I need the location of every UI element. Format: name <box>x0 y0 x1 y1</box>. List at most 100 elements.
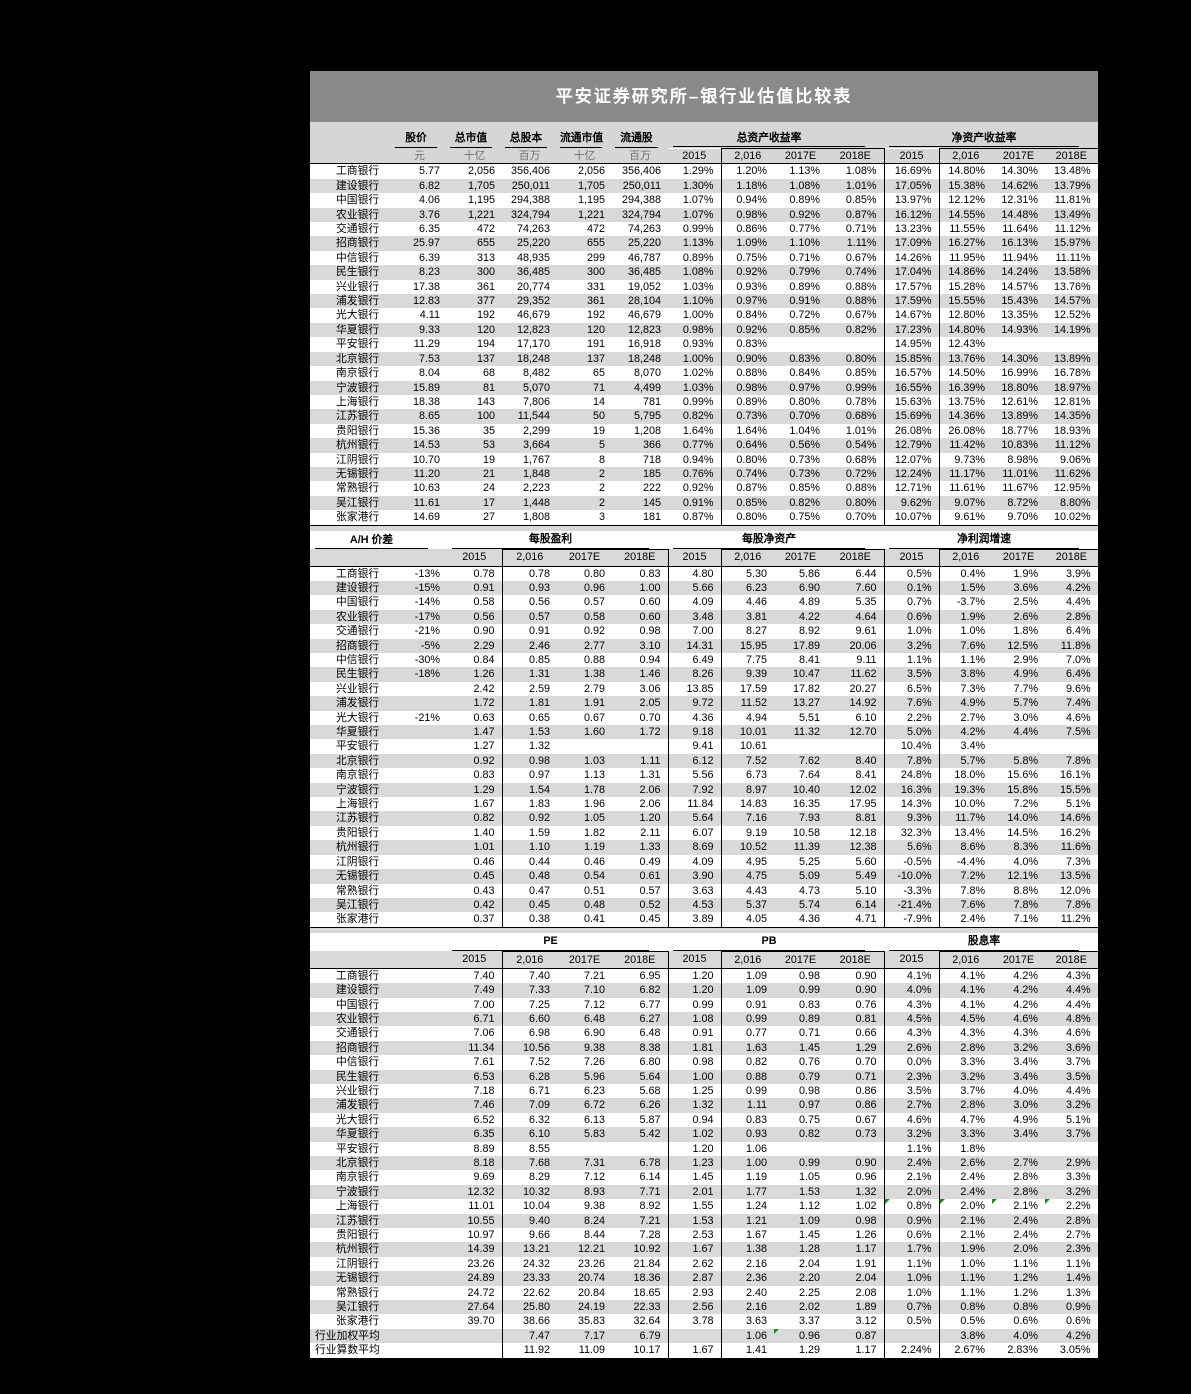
value-cell: 3.6% <box>1013 581 1039 594</box>
table-row: 平安银行 1.27 1.32 9.41 10.61 10.4% 3.4% <box>310 739 1099 754</box>
value-cell: 11.64% <box>1002 223 1039 236</box>
value-cell: 0.67 <box>583 711 605 724</box>
value-cell: 1.13 <box>583 769 605 782</box>
value-cell <box>992 1142 1045 1156</box>
value-cell <box>884 1329 939 1343</box>
value-cell: 13.97% <box>894 194 932 207</box>
value-cell: 14.95% <box>894 338 932 351</box>
value-cell: 0.82% <box>682 410 714 423</box>
value-cell: 18,248 <box>516 352 550 365</box>
value-cell: 0.70 <box>612 710 669 726</box>
value-cell: 20.84 <box>577 1286 605 1299</box>
value-cell: 1.00% <box>682 309 714 322</box>
value-cell: 12.5% <box>1007 639 1039 652</box>
header-cell: 流通股 <box>612 122 668 149</box>
value-cell: 0.87% <box>720 481 774 496</box>
value-cell: 74,263 <box>627 223 661 236</box>
value-cell: 17.23% <box>894 323 932 336</box>
value-cell: 0.46 <box>473 855 495 868</box>
value-cell: 0.85 <box>501 653 557 668</box>
value-cell <box>392 1127 447 1141</box>
value-cell: 181 <box>612 510 668 526</box>
value-cell: 9.66 <box>501 1228 557 1243</box>
value-cell: 1.63 <box>720 1040 775 1056</box>
value-cell: 0.5% <box>906 567 932 580</box>
value-cell: -5% <box>420 639 440 652</box>
value-cell: 1.0% <box>906 1272 932 1285</box>
value-cell <box>392 797 447 811</box>
value-cell: 0.85% <box>827 366 885 381</box>
table-row: 民生银行 8.23 300 36,485 300 36,485 1.08% 0.92% 0.79… <box>310 265 1099 280</box>
value-cell: 9.62% <box>900 496 932 509</box>
value-cell: 0.99 <box>692 998 714 1011</box>
value-cell: 0.98% <box>720 380 774 395</box>
value-cell: 3.63 <box>720 1314 775 1329</box>
value-cell: 1.1% <box>906 654 932 666</box>
value-cell: 0.83 <box>473 769 495 782</box>
bank-name-cell: 江苏银行 <box>336 812 380 825</box>
value-cell: 1.19 <box>720 1170 775 1185</box>
value-cell: 17.38 <box>412 280 440 293</box>
value-cell: 36,485 <box>516 266 550 279</box>
value-cell: 4.0% <box>1013 1084 1039 1097</box>
value-cell: 1.01% <box>827 178 885 194</box>
value-cell: 0.98% <box>682 323 714 336</box>
value-cell: 19,052 <box>627 280 661 293</box>
value-cell: 17,170 <box>516 338 550 351</box>
value-cell: 15.55% <box>938 294 993 309</box>
value-cell: 5.66 <box>692 581 714 594</box>
value-cell: 18.36 <box>612 1271 669 1286</box>
value-cell: 4.73 <box>798 884 820 897</box>
value-cell: 6.90 <box>583 1027 605 1040</box>
table-row: 民生银行 -18% 1.26 1.31 1.38 1.46 8.26 9.39 10.47 11.… <box>310 667 1099 682</box>
bank-name-cell: 招商银行 <box>336 1041 380 1054</box>
value-cell: 10.17 <box>612 1343 669 1359</box>
value-cell: 8,482 <box>522 367 550 380</box>
value-cell: 6.26 <box>612 1098 669 1113</box>
value-cell: 0.89% <box>789 280 820 293</box>
value-cell: 192 <box>586 309 605 322</box>
value-cell: 0.89% <box>682 251 714 264</box>
unit-cell: 百万 <box>612 148 668 165</box>
value-cell: 7.46 <box>473 1099 495 1112</box>
section-divider <box>310 525 1098 531</box>
value-cell: 4.3% <box>938 1026 993 1041</box>
year-cell: 2017E <box>557 950 612 969</box>
table-row: 交通银行 -21% 0.90 0.91 0.92 0.98 7.00 8.27 8.92 9.61… <box>310 624 1099 639</box>
value-cell: 1.8% <box>938 1141 993 1156</box>
value-cell: 2.08 <box>827 1285 885 1301</box>
value-cell: 24.72 <box>467 1286 495 1299</box>
value-cell: 4.6% <box>1013 1012 1039 1025</box>
value-cell <box>392 1012 447 1026</box>
value-cell: 1.64% <box>720 423 774 439</box>
value-cell: 3.0% <box>1013 711 1039 724</box>
value-cell: 0.68% <box>827 452 885 467</box>
value-cell: 1.53 <box>692 1214 714 1227</box>
value-cell: 6.10 <box>827 710 885 726</box>
bank-name-cell: 行业加权平均 <box>315 1329 380 1342</box>
value-cell: 12,823 <box>627 323 661 336</box>
value-cell: 1.47 <box>473 726 495 739</box>
table-row: 宁波银行 1.29 1.54 1.78 2.06 7.92 8.97 10.40 12.02 16… <box>310 782 1099 798</box>
value-cell: 10.0% <box>938 797 993 812</box>
value-cell: 1.20 <box>692 984 714 997</box>
section-divider <box>310 927 1098 933</box>
value-cell: 1.09 <box>720 968 775 984</box>
value-cell <box>447 1343 502 1359</box>
bank-name-cell: 光大银行 <box>336 1113 380 1126</box>
empty-cell <box>310 549 392 567</box>
year-cell: 2,016 <box>938 548 993 567</box>
value-cell-flagged: 2.1% <box>992 1199 1045 1213</box>
value-cell: 0.83 <box>799 998 821 1011</box>
header-cell: PB <box>668 932 885 952</box>
value-cell: 3.3% <box>938 1127 993 1142</box>
value-cell: 0.9% <box>1045 1300 1099 1315</box>
value-cell-flagged: 0.96 <box>774 1328 827 1343</box>
value-cell: 7.6% <box>938 897 993 913</box>
bank-name-cell: 建设银行 <box>336 984 380 997</box>
value-cell: 26.08% <box>938 423 993 439</box>
value-cell: 4.2% <box>1013 998 1039 1011</box>
value-cell: 191 <box>586 338 605 351</box>
group-header-pe: PE <box>452 934 650 951</box>
value-cell: 14.83 <box>720 797 774 812</box>
